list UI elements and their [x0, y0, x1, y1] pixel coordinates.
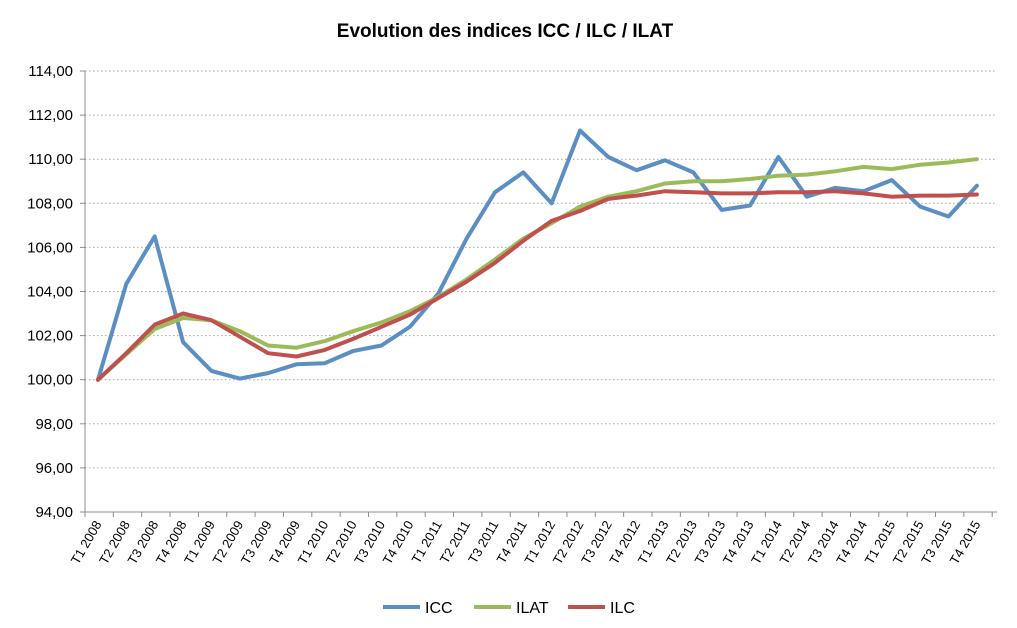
y-tick-label: 98,00 — [35, 416, 73, 433]
y-tick-label: 104,00 — [27, 284, 73, 301]
y-tick-label: 106,00 — [27, 239, 73, 256]
legend-label: ILAT — [516, 600, 549, 617]
y-tick-label: 112,00 — [28, 107, 73, 124]
y-tick-label: 110,00 — [28, 151, 73, 168]
y-tick-label: 100,00 — [27, 372, 73, 389]
y-tick-label: 96,00 — [35, 460, 73, 477]
gridlines — [85, 71, 997, 468]
y-tick-label: 108,00 — [27, 195, 73, 212]
axes — [80, 71, 997, 517]
chart-title: Evolution des indices ICC / ILC / ILAT — [337, 21, 674, 42]
legend-label: ILC — [610, 600, 635, 617]
y-axis-ticks: 94,00 96,00 98,00 100,00 102,00 104,00 106,00 1… — [27, 63, 73, 521]
legend-item-icc: ICC — [383, 600, 453, 617]
legend-item-ilc: ILC — [568, 600, 635, 617]
y-tick-label: 114,00 — [28, 63, 73, 80]
y-tick-label: 94,00 — [35, 504, 73, 521]
legend-label: ICC — [425, 600, 453, 617]
series-line-ilc — [98, 191, 977, 380]
legend: ICC ILAT ILC — [383, 600, 635, 617]
y-tick-label: 102,00 — [27, 328, 73, 345]
series-lines — [98, 130, 977, 379]
legend-item-ilat: ILAT — [474, 600, 549, 617]
series-ilc — [98, 191, 977, 380]
